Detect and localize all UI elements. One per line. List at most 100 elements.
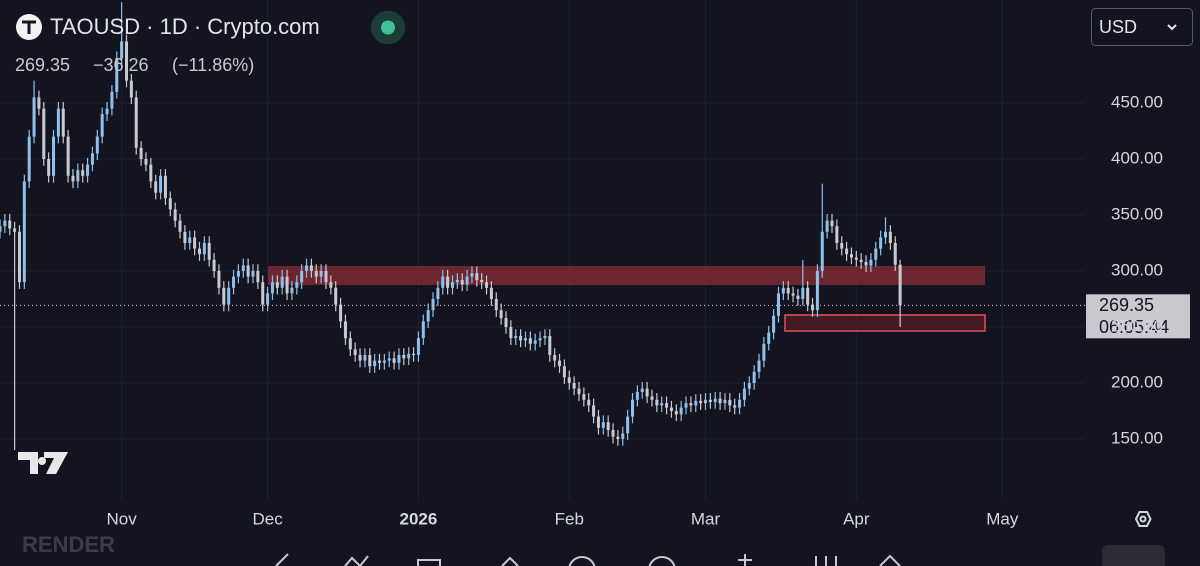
toolbar-button[interactable] bbox=[1102, 545, 1165, 566]
candle-body bbox=[412, 353, 416, 355]
candle-body bbox=[879, 237, 883, 249]
candle-body bbox=[669, 407, 673, 411]
candle-body bbox=[650, 396, 654, 400]
candle-body bbox=[95, 136, 99, 154]
candle-body bbox=[407, 353, 411, 359]
tool-icon[interactable] bbox=[501, 556, 519, 566]
tool-icon[interactable] bbox=[879, 554, 901, 566]
candle-body bbox=[61, 108, 65, 137]
candle-body bbox=[178, 220, 182, 232]
candle-body bbox=[56, 108, 60, 137]
candle-body bbox=[888, 231, 892, 244]
candle-body bbox=[436, 287, 440, 299]
candle-body bbox=[139, 147, 143, 160]
resistance-zone bbox=[268, 266, 985, 285]
candle-body bbox=[699, 400, 703, 404]
y-tick-label: 200.00 bbox=[1111, 372, 1163, 391]
candle-body bbox=[343, 321, 347, 339]
candle-body bbox=[874, 248, 878, 260]
candle-body bbox=[261, 282, 265, 305]
candle-body bbox=[849, 254, 853, 258]
candle-body bbox=[275, 282, 279, 288]
candle-body bbox=[738, 399, 742, 408]
candle-body bbox=[489, 287, 493, 299]
candle-body bbox=[689, 403, 693, 406]
price-change-percent: (−11.86%) bbox=[172, 55, 254, 75]
tool-icon[interactable] bbox=[738, 554, 752, 566]
candle-body bbox=[241, 265, 245, 271]
candle-body bbox=[611, 430, 615, 437]
candle-body bbox=[455, 279, 459, 283]
x-tick-label: Mar bbox=[691, 509, 721, 528]
candle-body bbox=[869, 259, 873, 266]
candle-body bbox=[548, 335, 552, 355]
candle-body bbox=[504, 318, 508, 327]
support-zone bbox=[784, 314, 986, 332]
y-tick-label: 350.00 bbox=[1111, 204, 1163, 223]
candle-body bbox=[76, 170, 80, 182]
candle-body bbox=[553, 354, 557, 361]
candle-body bbox=[567, 377, 571, 383]
x-tick-label: Dec bbox=[252, 509, 283, 528]
tradingview-logo bbox=[18, 452, 68, 474]
candle-body bbox=[820, 231, 824, 271]
x-tick-label: Nov bbox=[107, 509, 138, 528]
candle-body bbox=[32, 97, 36, 137]
candle-body bbox=[514, 335, 518, 339]
tool-icon[interactable] bbox=[417, 559, 441, 566]
candle-body bbox=[3, 220, 7, 227]
candle-body bbox=[616, 436, 620, 439]
candle-body bbox=[801, 287, 805, 299]
currency-dropdown[interactable] bbox=[1091, 8, 1193, 46]
candle-body bbox=[426, 310, 430, 322]
candle-body bbox=[450, 282, 454, 288]
settings-icon-center bbox=[1139, 515, 1147, 523]
x-tick-label: 2026 bbox=[400, 509, 438, 528]
candle-body bbox=[236, 270, 240, 277]
candle-body bbox=[13, 228, 17, 232]
candle-body bbox=[81, 170, 85, 176]
y-tick-label: 150.00 bbox=[1111, 428, 1163, 447]
y-tick-label: 400.00 bbox=[1111, 148, 1163, 167]
candle-body bbox=[845, 248, 849, 255]
candle-body bbox=[533, 340, 537, 344]
tool-icon[interactable] bbox=[275, 553, 289, 566]
candle-body bbox=[339, 304, 343, 322]
candle-body bbox=[173, 209, 177, 221]
tool-icon[interactable] bbox=[648, 556, 676, 566]
candle-body bbox=[747, 382, 751, 389]
candle-body bbox=[37, 97, 41, 109]
watermark: RENDER bbox=[22, 532, 115, 557]
chart-title: TAOUSD · 1D · Crypto.com bbox=[50, 14, 320, 39]
candle-body bbox=[441, 276, 445, 288]
candle-body bbox=[864, 262, 868, 266]
candle-body bbox=[776, 293, 780, 316]
candle-body bbox=[295, 282, 299, 288]
candle-body bbox=[324, 270, 328, 283]
status-dot bbox=[381, 20, 395, 35]
candle-body bbox=[786, 287, 790, 294]
candle-body bbox=[806, 287, 810, 305]
candle-body bbox=[606, 422, 610, 431]
candle-body bbox=[475, 273, 479, 280]
candle-body bbox=[893, 243, 897, 265]
candle-body bbox=[105, 108, 109, 115]
candle-body bbox=[494, 298, 498, 311]
candle-body bbox=[635, 391, 639, 400]
candle-body bbox=[71, 175, 75, 182]
candle-body bbox=[86, 164, 90, 176]
candle-body bbox=[421, 321, 425, 339]
candle-body bbox=[558, 360, 562, 367]
tool-icon[interactable] bbox=[344, 555, 369, 566]
y-tick-label: 250.00 bbox=[1111, 316, 1163, 335]
tool-icon[interactable] bbox=[568, 556, 596, 566]
candle-body bbox=[587, 399, 591, 406]
candle-body bbox=[227, 287, 231, 305]
tool-icon[interactable] bbox=[815, 556, 837, 566]
settings-icon[interactable] bbox=[1134, 511, 1152, 527]
bottom-toolbar bbox=[275, 553, 901, 566]
countdown-label: 06:05:44 bbox=[1099, 317, 1169, 337]
candle-body bbox=[728, 399, 732, 406]
candle-body bbox=[470, 273, 474, 277]
candle-body bbox=[572, 382, 576, 389]
